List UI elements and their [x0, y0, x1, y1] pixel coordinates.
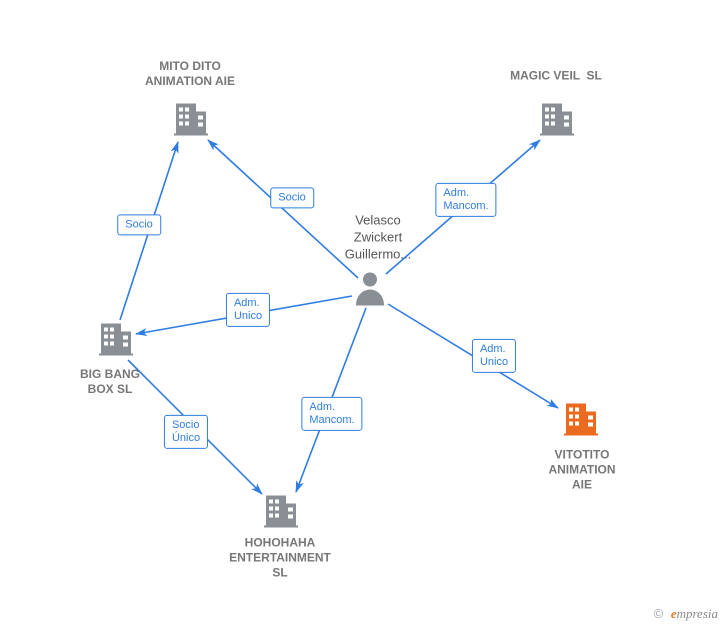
edge-label-person-mito: Socio	[270, 187, 314, 208]
company-node-hoho[interactable]	[260, 490, 300, 535]
edge-label-person-hoho: Adm. Mancom.	[301, 397, 362, 431]
company-label-mito: MITO DITO ANIMATION AIE	[145, 59, 235, 89]
company-node-bigbang[interactable]	[95, 318, 135, 363]
edge-label-person-magic: Adm. Mancom.	[435, 183, 496, 217]
network-canvas: Velasco Zwickert Guillermo... MITO DITO …	[0, 0, 728, 630]
company-label-bigbang: BIG BANG BOX SL	[80, 367, 140, 397]
building-icon	[260, 490, 300, 535]
person-icon	[353, 270, 387, 311]
company-label-vito: VITOTITO ANIMATION AIE	[548, 448, 615, 493]
edge-label-person-bigbang: Adm. Unico	[226, 293, 270, 327]
building-icon	[536, 98, 576, 143]
building-icon	[170, 98, 210, 143]
edge-label-bigbang-mito: Socio	[117, 214, 161, 235]
edge-label-bigbang-hoho: Socio Único	[164, 415, 208, 449]
company-node-vito[interactable]	[560, 398, 600, 443]
company-node-mito[interactable]	[170, 98, 210, 143]
footer-credit: © empresia	[654, 606, 718, 622]
copyright-symbol: ©	[654, 606, 664, 621]
person-node[interactable]	[353, 270, 387, 311]
edge-person-mito	[208, 140, 358, 278]
brand-rest: mpresia	[677, 606, 718, 621]
company-label-magic: MAGIC VEIL SL	[510, 69, 602, 84]
person-label: Velasco Zwickert Guillermo...	[345, 213, 411, 264]
edge-label-person-vito: Adm. Unico	[472, 339, 516, 373]
building-icon	[560, 398, 600, 443]
edges-layer	[0, 0, 728, 630]
building-icon	[95, 318, 135, 363]
company-label-hoho: HOHOHAHA ENTERTAINMENT SL	[229, 536, 331, 581]
company-node-magic[interactable]	[536, 98, 576, 143]
